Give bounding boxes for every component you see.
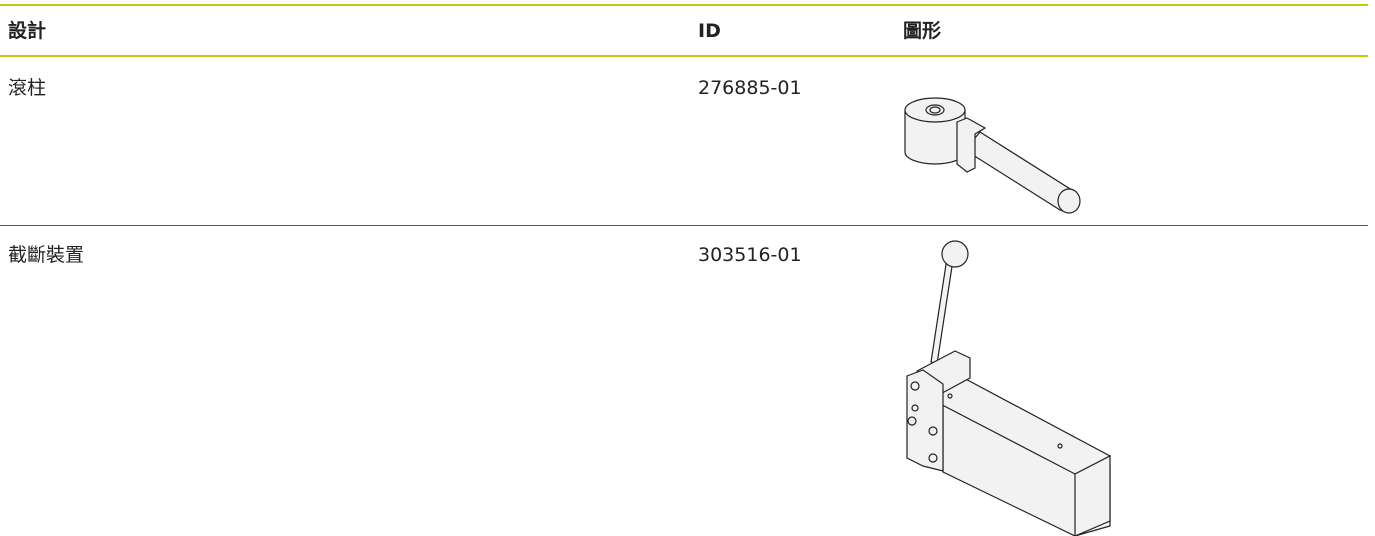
lever [930, 257, 954, 365]
cutter-illustration [906, 240, 1112, 536]
column-header: 圖形 [903, 20, 942, 42]
screw [910, 381, 920, 391]
hole [1057, 443, 1063, 449]
column-header: ID [698, 20, 721, 42]
cell-text: 截斷裝置 [8, 244, 85, 266]
row-rule [0, 225, 1368, 226]
bracket [956, 117, 987, 173]
side-plate [906, 369, 944, 472]
block-end [1074, 455, 1111, 536]
roller-illustration [904, 97, 1081, 214]
cell-text: 滾柱 [8, 77, 47, 99]
rod-end [1057, 188, 1081, 214]
header-rule [0, 55, 1368, 57]
knob [941, 240, 969, 268]
screw [928, 426, 938, 436]
screw [911, 404, 919, 412]
cell-text: 303516-01 [698, 244, 802, 266]
column-header: 設計 [8, 20, 47, 42]
screw [928, 453, 938, 463]
hole [947, 393, 953, 399]
screw [907, 416, 917, 426]
top-rule [0, 4, 1368, 6]
cylinder-hole [929, 106, 941, 114]
cell-text: 276885-01 [698, 77, 802, 99]
